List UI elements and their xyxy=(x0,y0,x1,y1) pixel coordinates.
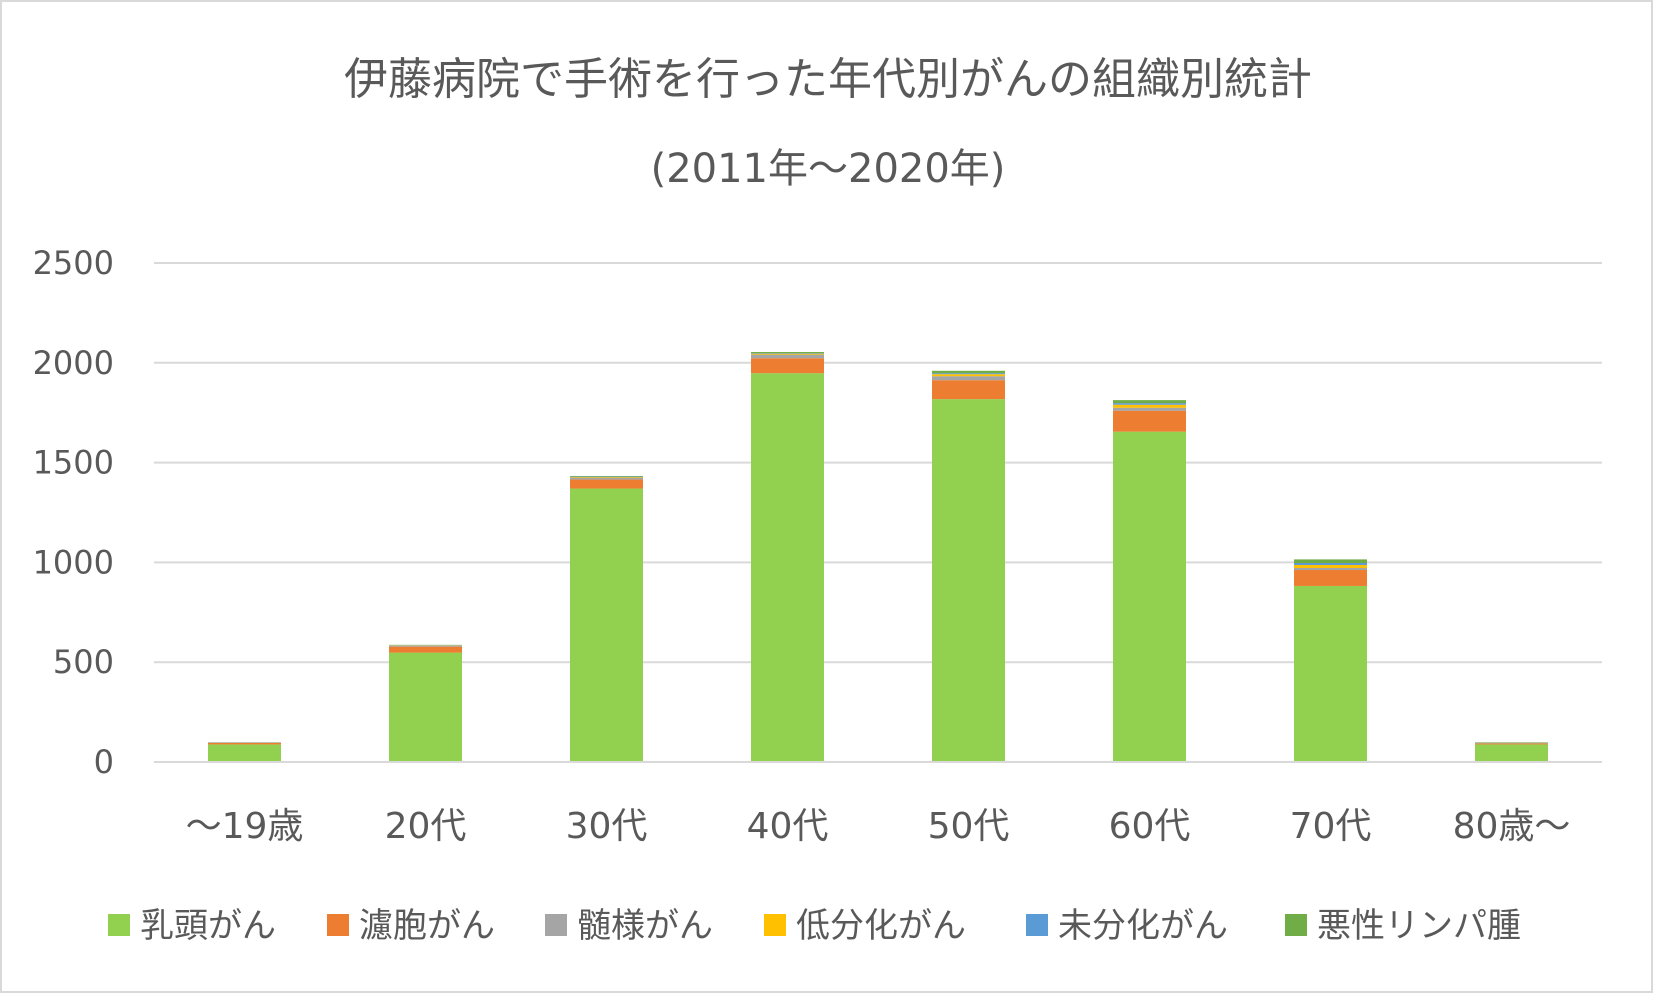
bar-segment xyxy=(1294,563,1367,565)
bar-segment xyxy=(1294,559,1367,563)
x-tick-label: 50代 xyxy=(928,806,1010,847)
bar-segment xyxy=(1113,408,1186,411)
bar-segment xyxy=(751,355,824,359)
bar-segment xyxy=(932,374,1005,376)
bar-segment xyxy=(932,399,1005,762)
legend-item: 低分化がん xyxy=(764,906,966,946)
legend-label: 乳頭がん xyxy=(140,906,276,946)
y-tick-label: 1500 xyxy=(33,444,114,482)
legend-swatch xyxy=(545,914,567,936)
bar-segment xyxy=(1294,568,1367,570)
bar-segment xyxy=(570,489,643,762)
legend-swatch xyxy=(108,914,130,936)
y-tick-label: 500 xyxy=(53,643,114,681)
bar-segment xyxy=(570,480,643,489)
bar-segment xyxy=(1113,403,1186,405)
bar-segment xyxy=(751,358,824,373)
x-tick-label: 20代 xyxy=(385,806,467,847)
legend-item: 濾胞がん xyxy=(327,906,495,946)
legend-item: 乳頭がん xyxy=(108,906,276,946)
legend: 乳頭がん 濾胞がん 髄様がん 低分化がん 未分化がん 悪性リンパ腫 xyxy=(108,906,1521,946)
legend-label: 髄様がん xyxy=(577,906,713,946)
y-tick-label: 1000 xyxy=(33,543,114,581)
bar-segment xyxy=(389,646,462,647)
chart-subtitle: (2011年～2020年) xyxy=(651,146,1006,192)
legend-label: 濾胞がん xyxy=(359,906,495,946)
legend-swatch xyxy=(1026,914,1048,936)
bar-segment xyxy=(932,380,1005,399)
bars xyxy=(208,352,1548,762)
bar-segment xyxy=(570,477,643,478)
y-tick-label: 2000 xyxy=(33,344,114,382)
bar-segment xyxy=(1475,743,1548,744)
legend-swatch xyxy=(764,914,786,936)
bar-segment xyxy=(932,373,1005,374)
legend-swatch xyxy=(1285,914,1307,936)
bar-segment xyxy=(751,373,824,762)
bar-segment xyxy=(751,354,824,355)
y-axis: 0 500 1000 1500 2000 2500 xyxy=(33,244,114,781)
legend-label: 低分化がん xyxy=(796,906,966,946)
gridlines xyxy=(154,263,1602,762)
bar-segment xyxy=(389,653,462,762)
legend-label: 未分化がん xyxy=(1058,906,1228,946)
bar-segment xyxy=(208,744,281,762)
bar-segment xyxy=(570,478,643,480)
bar-segment xyxy=(1113,432,1186,762)
y-tick-label: 0 xyxy=(94,743,114,781)
bar-segment xyxy=(1294,570,1367,586)
bar-segment xyxy=(1294,565,1367,568)
x-tick-label: 60代 xyxy=(1109,806,1191,847)
x-axis: ～19歳 20代 30代 40代 50代 60代 70代 80歳～ xyxy=(154,762,1602,847)
x-tick-label: ～19歳 xyxy=(186,806,304,847)
bar-segment xyxy=(1113,411,1186,432)
bar-segment xyxy=(1113,400,1186,403)
bar-segment xyxy=(208,743,281,745)
legend-item: 悪性リンパ腫 xyxy=(1285,906,1521,946)
x-tick-label: 70代 xyxy=(1290,806,1372,847)
legend-label: 悪性リンパ腫 xyxy=(1317,906,1521,946)
bar-segment xyxy=(1113,405,1186,408)
bar-segment xyxy=(1294,586,1367,762)
bar-segment xyxy=(570,476,643,477)
bar-segment xyxy=(932,376,1005,380)
legend-item: 髄様がん xyxy=(545,906,713,946)
chart-title: 伊藤病院で手術を行った年代別がんの組織別統計 xyxy=(344,54,1312,105)
legend-item: 未分化がん xyxy=(1026,906,1228,946)
x-tick-label: 30代 xyxy=(566,806,648,847)
x-tick-label: 40代 xyxy=(747,806,829,847)
bar-segment xyxy=(1475,744,1548,762)
bar-segment xyxy=(751,352,824,353)
bar-segment xyxy=(751,353,824,354)
bar-segment xyxy=(932,371,1005,373)
y-tick-label: 2500 xyxy=(33,244,114,282)
legend-swatch xyxy=(327,914,349,936)
x-tick-label: 80歳～ xyxy=(1453,806,1571,847)
bar-segment xyxy=(389,647,462,653)
